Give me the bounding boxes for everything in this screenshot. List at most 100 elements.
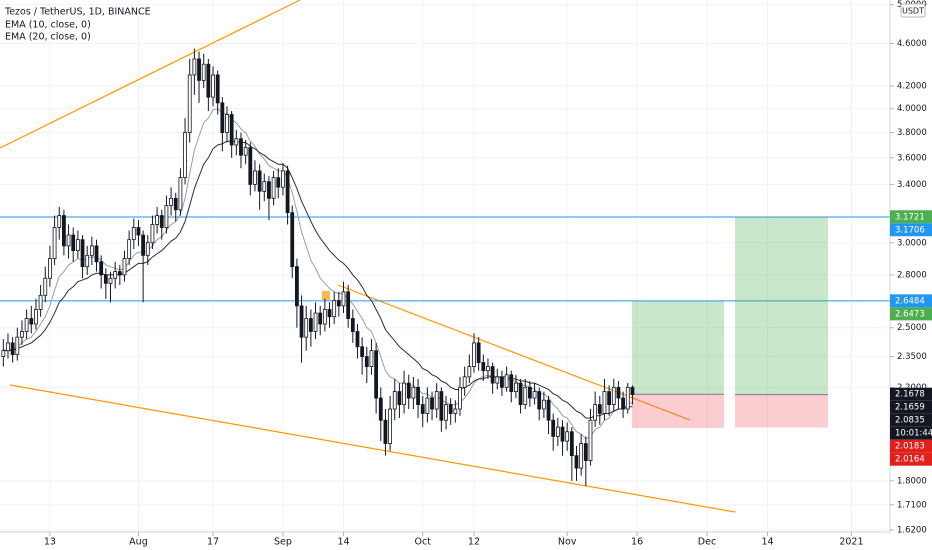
candle-body xyxy=(62,215,66,247)
price-label: 2.1678 xyxy=(895,390,925,400)
candle-body xyxy=(239,138,243,156)
candle-body xyxy=(281,170,285,188)
price-label-badge xyxy=(890,426,932,440)
y-tick-label: 3.6000 xyxy=(897,153,927,163)
candle-body xyxy=(136,227,141,236)
candle-body xyxy=(187,74,192,133)
candle-body xyxy=(392,391,397,410)
candle-body xyxy=(518,382,523,405)
candle-body xyxy=(453,408,458,414)
candle-body xyxy=(560,426,565,442)
profit-zone xyxy=(735,216,828,395)
candle-body xyxy=(89,245,94,256)
candle-body xyxy=(318,312,323,325)
candle-body xyxy=(66,234,71,247)
x-tick-label: Nov xyxy=(558,537,577,548)
price-label-badge xyxy=(890,452,932,466)
candle-body xyxy=(1,350,6,357)
candle-body xyxy=(504,374,509,388)
candle-body xyxy=(145,242,150,256)
candle-body xyxy=(350,318,355,332)
candle-body xyxy=(131,227,136,241)
candle-body xyxy=(476,342,481,363)
candle-body xyxy=(444,404,448,421)
candle-body xyxy=(267,181,271,199)
candle-body xyxy=(486,366,490,372)
candle-body xyxy=(574,455,579,469)
candle-body xyxy=(383,419,388,444)
candle-body xyxy=(313,312,318,332)
candle-body xyxy=(332,300,337,318)
candle-body xyxy=(327,309,332,318)
candle-body xyxy=(52,227,57,259)
candle-body xyxy=(523,386,528,405)
price-label-badge xyxy=(890,294,932,308)
candle-body xyxy=(113,271,118,279)
price-label: 3.1721 xyxy=(895,212,925,222)
price-label: 2.6484 xyxy=(895,296,925,306)
candle-body xyxy=(425,397,430,414)
candle-body xyxy=(467,366,472,378)
loss-zone xyxy=(632,394,724,428)
y-tick-label: 2.5000 xyxy=(897,323,927,333)
price-label-badge xyxy=(890,439,932,453)
candle-body xyxy=(388,408,393,444)
candle-body xyxy=(183,132,187,179)
candle-body xyxy=(593,404,598,421)
candle-body xyxy=(495,376,500,384)
candle-body xyxy=(192,58,197,76)
candle-body xyxy=(555,426,560,437)
y-tick-label: 3.8000 xyxy=(897,128,927,138)
x-tick-label: 2021 xyxy=(839,537,863,548)
candle-body xyxy=(206,63,211,98)
candle-body xyxy=(271,177,276,199)
x-tick-label: Oct xyxy=(415,537,432,548)
candle-body xyxy=(583,443,588,461)
candle-body xyxy=(448,404,453,414)
candle-body xyxy=(541,399,546,410)
candle-body xyxy=(294,266,299,307)
candle-body xyxy=(602,391,607,414)
price-label-badge xyxy=(890,210,932,224)
candle-body xyxy=(103,274,108,284)
candle-body xyxy=(253,170,257,185)
x-tick-label: Dec xyxy=(698,537,716,548)
candle-body xyxy=(308,318,313,332)
candle-body xyxy=(75,239,80,251)
candle-body xyxy=(201,63,206,81)
x-tick-label: 16 xyxy=(631,537,643,548)
candle-body xyxy=(34,309,38,325)
candle-body xyxy=(569,431,574,457)
candle-body xyxy=(346,291,351,319)
trend-line xyxy=(0,0,301,149)
candle-body xyxy=(248,147,253,185)
candle-body xyxy=(402,382,406,405)
x-tick-label: 14 xyxy=(337,537,349,548)
price-label-badge xyxy=(890,400,932,414)
candle-body xyxy=(411,386,416,399)
candle-body xyxy=(164,205,169,228)
candle-body xyxy=(10,342,15,356)
candle-body xyxy=(322,309,327,325)
candle-body xyxy=(71,234,76,251)
price-label-badge xyxy=(890,387,932,401)
x-tick-label: 17 xyxy=(207,537,219,548)
candle-body xyxy=(159,215,164,228)
price-label: 2.0183 xyxy=(895,442,925,452)
ema-line xyxy=(3,108,633,440)
candle-body xyxy=(141,234,146,256)
candle-body xyxy=(420,404,425,414)
y-tick-label: 4.6000 xyxy=(897,39,927,49)
x-tick-label: Sep xyxy=(274,537,292,548)
candle-body xyxy=(565,431,570,442)
candle-body xyxy=(434,391,439,410)
candle-body xyxy=(579,443,584,469)
y-tick-label: 4.0000 xyxy=(897,104,927,114)
candle-body xyxy=(546,399,551,421)
candle-body xyxy=(369,350,374,368)
candle-body xyxy=(99,261,104,276)
candle-body xyxy=(85,254,90,268)
x-tick-label: 14 xyxy=(762,537,774,548)
price-label: 10:01:44 xyxy=(895,429,932,439)
